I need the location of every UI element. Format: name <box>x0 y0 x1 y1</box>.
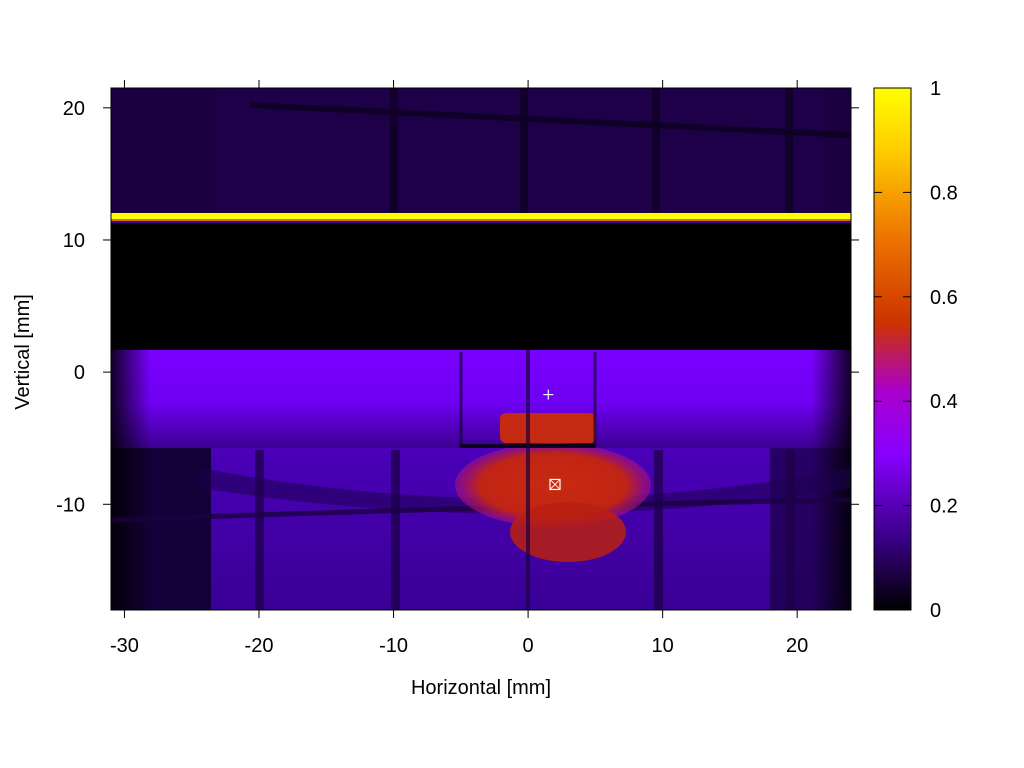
x-tick-label: 10 <box>652 635 674 657</box>
bright-line <box>111 213 851 219</box>
top-grid-line-1 <box>390 88 398 215</box>
markers <box>543 389 561 491</box>
colorbar-tick-label: 0.8 <box>930 182 958 204</box>
heatmap-image <box>111 88 851 610</box>
box-marker-diag2 <box>549 479 561 490</box>
colorbar-tick-label: 0.2 <box>930 496 958 518</box>
colorbar-tick-label: 1 <box>930 78 941 100</box>
region-purple-beam <box>111 350 851 448</box>
top-diagonal-shadow <box>249 102 851 138</box>
hot-spot-lower <box>455 443 651 527</box>
y-tick-label: -10 <box>56 494 85 516</box>
x-tick-label: -20 <box>245 635 274 657</box>
y-axis-ticks: 20 10 0 -10 <box>56 98 859 516</box>
y-tick-label: 0 <box>74 362 85 384</box>
x-tick-label: -30 <box>110 635 139 657</box>
top-grid-line-2 <box>520 88 528 215</box>
colorbar <box>873 87 912 611</box>
top-grid-line-3 <box>652 88 660 215</box>
colorbar-ticks: 0 0.2 0.4 0.6 0.8 1 <box>874 78 958 622</box>
colorbar-tick-label: 0 <box>930 600 941 622</box>
x-tick-label: -10 <box>379 635 408 657</box>
y-tick-label: 10 <box>63 230 85 252</box>
colorbar-tick-label: 0.4 <box>930 391 958 413</box>
top-grid-line-4 <box>785 88 793 215</box>
lower-grid-line-1 <box>255 450 264 610</box>
lower-grid-line-4 <box>786 450 795 610</box>
plot-frame <box>110 87 852 611</box>
hot-spot-upper <box>500 413 596 443</box>
x-tick-label: 0 <box>523 635 534 657</box>
lower-grid-line-3 <box>654 450 663 610</box>
y-axis-title: Vertical [mm] <box>12 294 34 410</box>
colorbar-tick-label: 0.6 <box>930 287 958 309</box>
y-tick-label: 20 <box>63 98 85 120</box>
lower-grid-line-2 <box>391 450 400 610</box>
x-axis-ticks: -30 -20 -10 0 10 20 <box>110 80 808 657</box>
x-tick-label: 20 <box>786 635 808 657</box>
bright-line-glow <box>111 219 851 221</box>
hot-spot-tail <box>510 502 626 562</box>
x-axis-title: Horizontal [mm] <box>411 677 551 699</box>
bright-line-under <box>111 221 851 223</box>
left-edge-fade <box>111 350 151 610</box>
box-marker <box>549 478 561 491</box>
region-black-gap <box>111 218 851 350</box>
